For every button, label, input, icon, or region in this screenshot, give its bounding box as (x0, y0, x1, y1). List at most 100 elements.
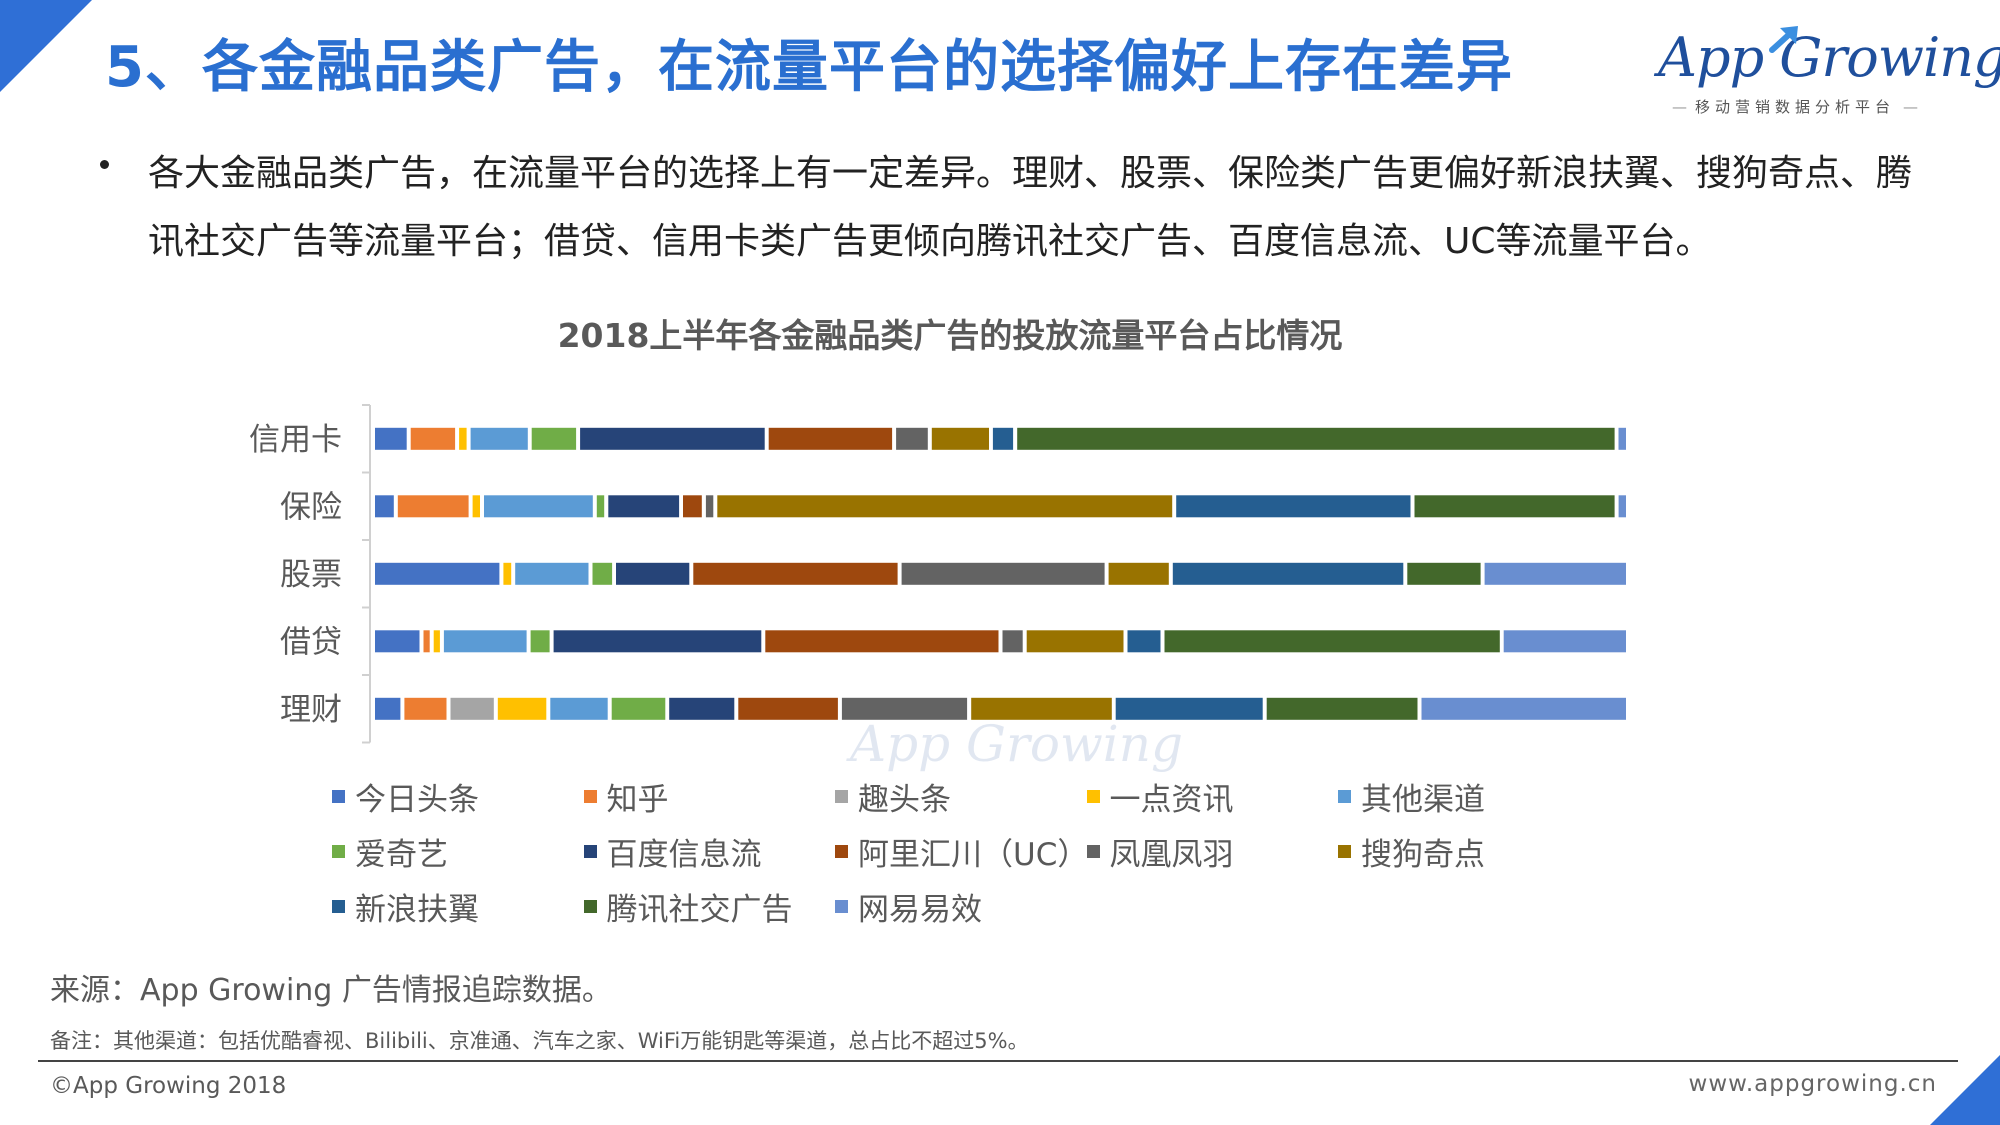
bar-segment (404, 697, 447, 720)
bar-segment (717, 495, 1173, 518)
legend-swatch (1086, 789, 1100, 803)
bar-segment (1414, 495, 1615, 518)
footer-divider (38, 1060, 1958, 1062)
app-growing-logo: App Growing 移动营销数据分析平台 (1650, 20, 2000, 120)
legend-label: 今日头条 (355, 781, 479, 818)
bar-segment (375, 562, 500, 585)
bar-segment (375, 427, 407, 450)
bar-segment (503, 562, 512, 585)
legend-item: 阿里汇川（UC） (835, 831, 1088, 873)
legend-item: 百度信息流 (583, 831, 762, 873)
corner-decoration-top-left (0, 0, 92, 92)
bar-segment (683, 495, 702, 518)
legend-swatch (835, 789, 848, 803)
bar-segment (397, 495, 469, 518)
legend-item: 凤凰凤羽 (1086, 831, 1234, 873)
bar-segment (1407, 562, 1481, 585)
bar-segment (1266, 697, 1418, 720)
source-text: 来源：App Growing 广告情报追踪数据。 (50, 973, 612, 1008)
bar-segment (616, 562, 690, 585)
bar-segment (901, 562, 1105, 585)
bar-segment (530, 630, 550, 653)
bar-segment (450, 697, 494, 720)
bar-segment (484, 495, 593, 518)
page-title: 5、各金融品类广告，在流量平台的选择偏好上存在差异 (105, 35, 1513, 100)
bar-segment (592, 562, 613, 585)
bar-segment (515, 562, 589, 585)
legend-swatch (583, 899, 597, 913)
legend-item: 趣头条 (835, 776, 951, 818)
bar-segment (896, 427, 928, 450)
legend-swatch (332, 844, 345, 858)
bar-segment (375, 495, 394, 518)
category-label: 保险 (280, 489, 342, 525)
category-label: 股票 (280, 557, 342, 593)
bar-segment (1127, 630, 1161, 653)
bar-segment (433, 630, 440, 653)
bullet-icon (100, 160, 109, 169)
copyright-text: ©App Growing 2018 (50, 1073, 287, 1099)
bar-segment (738, 697, 838, 720)
bar-segment (1164, 630, 1500, 653)
bar-segment (1618, 495, 1626, 518)
bar-segment (470, 427, 528, 450)
logo-subtitle: 移动营销数据分析平台 (1650, 96, 1940, 117)
bar-segment (1017, 427, 1615, 450)
bar-segment (550, 697, 608, 720)
category-label: 理财 (280, 692, 342, 728)
legend-swatch (1338, 844, 1351, 858)
bar-segment (472, 495, 480, 518)
legend-swatch (332, 789, 345, 803)
chart-legend: 今日头条 知乎 趣头条 一点资讯 其他渠道 爱奇艺 百度信息流 阿里汇川（UC） 凤凰凤羽 搜狗奇… (332, 776, 1632, 956)
bar-segment (992, 427, 1014, 450)
bar-segment (1484, 562, 1626, 585)
bar-segment (705, 495, 714, 518)
bar-segment (841, 697, 968, 720)
bar-segment (1618, 427, 1626, 450)
bar-segment (1172, 562, 1404, 585)
bar-segment (459, 427, 467, 450)
bar-segment (531, 427, 577, 450)
bar-segment (410, 427, 456, 450)
bar-segment (669, 697, 735, 720)
legend-label: 知乎 (606, 781, 669, 818)
logo-text: App Growing (1658, 26, 2000, 89)
legend-swatch (1086, 844, 1100, 858)
bar-segment (1421, 697, 1626, 720)
bar-segment (1108, 562, 1169, 585)
legend-item: 其他渠道 (1338, 776, 1485, 818)
legend-swatch (835, 844, 848, 858)
bar-segment (1026, 630, 1124, 653)
bar-segment (443, 630, 527, 653)
bar-segment (1176, 495, 1411, 518)
legend-label: 趣头条 (858, 781, 951, 818)
legend-label: 腾讯社交广告 (606, 891, 793, 928)
legend-label: 一点资讯 (1109, 781, 1234, 818)
website-link[interactable]: www.appgrowing.cn (1688, 1071, 1937, 1097)
bar-segment (375, 630, 420, 653)
bar-segment (1503, 630, 1626, 653)
legend-label: 百度信息流 (606, 836, 762, 873)
bar-segment (611, 697, 666, 720)
legend-item: 一点资讯 (1086, 776, 1234, 818)
summary-text: 各大金融品类广告，在流量平台的选择上有一定差异。理财、股票、保险类广告更偏好新浪… (148, 153, 1913, 262)
legend-label: 爱奇艺 (355, 836, 448, 873)
legend-label: 其他渠道 (1361, 781, 1485, 818)
bar-segment (931, 427, 989, 450)
legend-swatch (835, 899, 848, 913)
legend-label: 新浪扶翼 (355, 891, 479, 928)
bar-segment (768, 427, 893, 450)
bar-segment (375, 697, 401, 720)
bar-segment (423, 630, 430, 653)
legend-swatch (583, 789, 597, 803)
bar-segment (1115, 697, 1263, 720)
legend-swatch (583, 844, 597, 858)
note-text: 备注：其他渠道：包括优酷睿视、Bilibili、京准通、汽车之家、WiFi万能钥… (50, 1029, 1029, 1053)
legend-label: 凤凰凤羽 (1109, 836, 1234, 873)
bar-segment (497, 697, 547, 720)
legend-item: 知乎 (583, 776, 669, 818)
arrow-up-right-icon (1769, 26, 1798, 53)
bar-segment (580, 427, 765, 450)
bar-segment (553, 630, 762, 653)
